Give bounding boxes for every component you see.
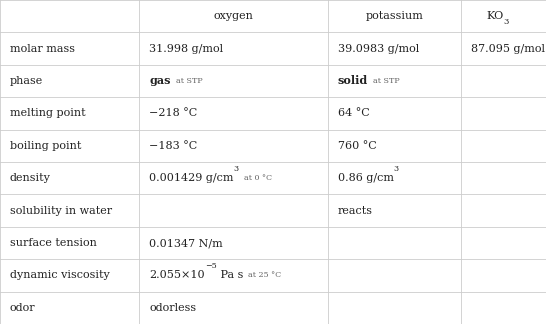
Text: 39.0983 g/mol: 39.0983 g/mol [337,44,419,53]
Text: oxygen: oxygen [213,11,253,21]
Text: 2.055×10: 2.055×10 [149,271,205,280]
Text: 3: 3 [234,165,239,173]
Text: KO: KO [486,11,503,21]
Text: potassium: potassium [366,11,423,21]
Text: at STP: at STP [171,77,203,85]
Text: 31.998 g/mol: 31.998 g/mol [149,44,223,53]
Text: melting point: melting point [10,109,86,118]
Text: solubility in water: solubility in water [10,206,112,215]
Text: −218 °C: −218 °C [149,109,198,118]
Text: density: density [10,173,51,183]
Text: at 0 °C: at 0 °C [239,174,272,182]
Text: 0.86 g/cm: 0.86 g/cm [337,173,394,183]
Text: solid: solid [337,75,368,87]
Text: 760 °C: 760 °C [337,141,376,151]
Text: boiling point: boiling point [10,141,81,151]
Text: dynamic viscosity: dynamic viscosity [10,271,110,280]
Text: 64 °C: 64 °C [337,109,369,118]
Text: 3: 3 [394,165,399,173]
Text: 0.01347 N/m: 0.01347 N/m [149,238,223,248]
Text: 87.095 g/mol: 87.095 g/mol [471,44,545,53]
Text: −5: −5 [205,262,217,270]
Text: Pa s: Pa s [217,271,243,280]
Text: molar mass: molar mass [10,44,75,53]
Text: at 25 °C: at 25 °C [243,272,281,279]
Text: reacts: reacts [337,206,372,215]
Text: phase: phase [10,76,43,86]
Text: at STP: at STP [368,77,400,85]
Text: gas: gas [149,75,171,87]
Text: odor: odor [10,303,35,313]
Text: surface tension: surface tension [10,238,97,248]
Text: 3: 3 [503,18,509,26]
Text: 0.001429 g/cm: 0.001429 g/cm [149,173,234,183]
Text: −183 °C: −183 °C [149,141,198,151]
Text: odorless: odorless [149,303,197,313]
